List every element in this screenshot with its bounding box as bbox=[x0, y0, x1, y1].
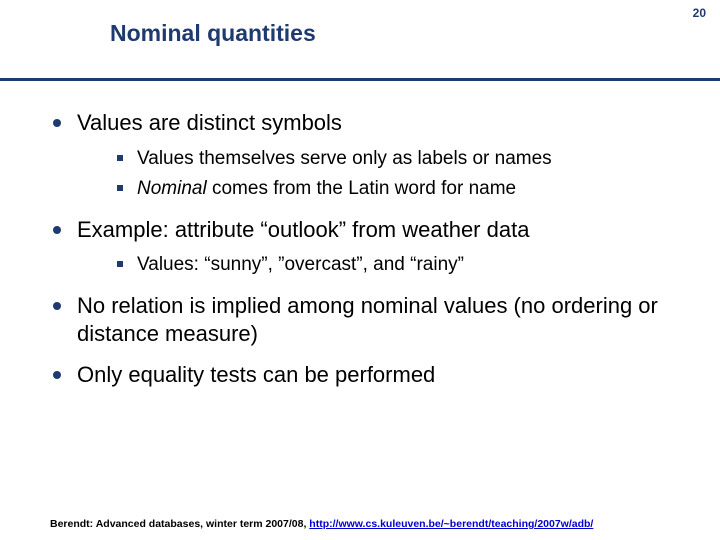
italic-word: Nominal bbox=[137, 178, 207, 199]
list-item: Values: “sunny”, ”overcast”, and “rainy” bbox=[77, 253, 690, 278]
bullet-text: Values themselves serve only as labels o… bbox=[137, 148, 552, 169]
bullet-text: Example: attribute “outlook” from weathe… bbox=[77, 217, 529, 242]
list-item: Values themselves serve only as labels o… bbox=[77, 147, 690, 172]
header: Nominal quantities 20 bbox=[0, 0, 720, 78]
list-item: Only equality tests can be performed bbox=[45, 361, 690, 389]
footer-link[interactable]: http://www.cs.kuleuven.be/~berendt/teach… bbox=[309, 518, 593, 530]
bullet-text: comes from the Latin word for name bbox=[207, 178, 516, 199]
list-item: Nominal comes from the Latin word for na… bbox=[77, 177, 690, 202]
bullet-text: Only equality tests can be performed bbox=[77, 362, 435, 387]
list-item: No relation is implied among nominal val… bbox=[45, 292, 690, 347]
content: Values are distinct symbols Values thems… bbox=[0, 81, 720, 389]
list-item: Example: attribute “outlook” from weathe… bbox=[45, 216, 690, 278]
footer: Berendt: Advanced databases, winter term… bbox=[50, 518, 690, 530]
page-number: 20 bbox=[693, 6, 706, 20]
slide: Nominal quantities 20 Values are distinc… bbox=[0, 0, 720, 540]
footer-text: Berendt: Advanced databases, winter term… bbox=[50, 518, 309, 530]
list-item: Values are distinct symbols Values thems… bbox=[45, 109, 690, 202]
sub-list: Values: “sunny”, ”overcast”, and “rainy” bbox=[77, 253, 690, 278]
bullet-text: Values are distinct symbols bbox=[77, 110, 342, 135]
bullet-text: No relation is implied among nominal val… bbox=[77, 293, 658, 346]
bullet-text: Values: “sunny”, ”overcast”, and “rainy” bbox=[137, 254, 464, 275]
slide-title: Nominal quantities bbox=[110, 20, 720, 47]
bullet-list: Values are distinct symbols Values thems… bbox=[45, 109, 690, 389]
sub-list: Values themselves serve only as labels o… bbox=[77, 147, 690, 202]
